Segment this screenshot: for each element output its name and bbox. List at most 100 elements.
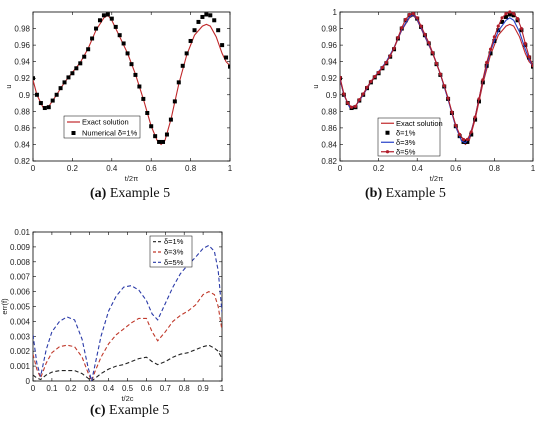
data-point-1	[184, 51, 189, 56]
x-tick-label: 0.1	[46, 384, 58, 393]
y-tick-label: 0.004	[10, 317, 31, 326]
data-point-3	[512, 12, 516, 16]
y-tick-label: 0.84	[14, 140, 30, 149]
x-tick-label: 1	[220, 384, 225, 393]
data-point-1	[78, 61, 83, 66]
data-point-3	[442, 84, 446, 88]
data-point-1	[196, 19, 201, 24]
y-tick-label: 0.9	[326, 91, 338, 100]
data-point-3	[523, 41, 527, 46]
data-point-1	[105, 12, 110, 17]
data-point-3	[469, 130, 473, 134]
legend: Exact solution Numerical δ=1%	[63, 115, 141, 139]
data-point-1	[86, 47, 91, 52]
y-tick-label: 0.88	[14, 107, 30, 116]
y-tick-label: 0.98	[321, 25, 337, 34]
data-point-1	[511, 13, 516, 18]
data-point-1	[469, 132, 474, 137]
data-point-1	[129, 62, 134, 67]
data-point-3	[388, 54, 392, 58]
caption-a-label: (a)	[90, 186, 107, 201]
y-tick-label: 0.008	[10, 258, 31, 267]
data-point-1	[121, 41, 126, 46]
data-point-3	[434, 61, 439, 65]
data-point-3	[473, 115, 477, 119]
legend-entry: δ=3%	[396, 138, 416, 147]
data-point-3	[465, 137, 469, 142]
data-point-1	[204, 12, 209, 17]
data-point-1	[168, 117, 173, 122]
data-point-1	[58, 86, 63, 91]
y-tick-label: 0.94	[321, 58, 337, 67]
y-tick-label: 0.002	[10, 347, 31, 356]
data-point-1	[97, 18, 102, 23]
data-point-1	[66, 75, 71, 80]
data-point-1	[70, 71, 75, 76]
data-point-1	[117, 33, 122, 38]
series-line-0	[33, 344, 222, 381]
data-point-1	[94, 26, 99, 31]
data-point-1	[503, 14, 508, 19]
data-point-3	[431, 50, 435, 55]
x-tick-label: 0.6	[450, 164, 462, 173]
y-tick-label: 0.96	[321, 41, 337, 50]
data-point-1	[38, 101, 43, 106]
data-point-1	[113, 24, 118, 29]
data-point-3	[377, 70, 381, 75]
x-tick-label: 0.8	[185, 164, 197, 173]
data-point-3	[500, 16, 504, 20]
data-point-1	[34, 92, 39, 97]
data-point-3	[411, 12, 415, 16]
x-axis-label: t/2c	[121, 394, 133, 403]
data-point-3	[527, 55, 531, 59]
data-point-3	[508, 10, 512, 14]
data-point-1	[220, 43, 225, 48]
y-axis-label: err(f)	[0, 298, 9, 315]
data-point-3	[365, 85, 369, 89]
legend-entry: δ=5%	[396, 147, 416, 156]
data-point-1	[216, 28, 221, 33]
plot-area	[33, 12, 230, 146]
plot-frame	[339, 11, 534, 162]
x-tick-label: 0.6	[146, 164, 158, 173]
y-tick-label: 0.001	[10, 362, 31, 371]
y-tick-label: 0.003	[10, 332, 31, 341]
data-point-1	[473, 117, 478, 122]
data-point-3	[380, 65, 385, 70]
data-point-3	[373, 74, 377, 79]
caption-c-label: (c)	[90, 403, 106, 418]
caption-b: (b) Example 5	[365, 186, 446, 202]
plot-area	[340, 10, 533, 146]
data-point-1	[62, 80, 67, 85]
data-point-3	[415, 16, 419, 20]
data-point-1	[188, 38, 193, 43]
y-tick-label: 0.84	[321, 140, 337, 149]
data-point-1	[133, 72, 138, 77]
x-tick-label: 0.2	[65, 384, 77, 393]
data-point-3	[357, 98, 361, 102]
data-point-3	[446, 96, 450, 100]
data-point-3	[340, 75, 342, 79]
x-tick-label: 0.5	[122, 384, 134, 393]
x-tick-label: 0.8	[179, 384, 191, 393]
data-point-1	[180, 63, 185, 68]
data-point-1	[224, 55, 229, 60]
data-point-3	[342, 92, 346, 96]
legend-box	[149, 235, 193, 268]
data-point-3	[353, 104, 358, 108]
data-point-3	[346, 101, 350, 105]
series-line-2	[33, 244, 222, 381]
y-tick-label: 0.94	[14, 58, 30, 67]
caption-c: (c) Example 5	[90, 403, 169, 419]
data-point-1	[208, 13, 213, 18]
caption-a-text: Example 5	[109, 186, 171, 201]
legend-marker	[385, 130, 390, 135]
x-tick-label: 0	[31, 384, 36, 393]
data-point-1	[176, 80, 181, 85]
plot-area	[33, 244, 222, 381]
x-tick-label: 0.2	[67, 164, 79, 173]
y-tick-label: 0.9	[19, 91, 31, 100]
legend-entry: δ=3%	[164, 248, 184, 257]
x-tick-label: 0.4	[412, 164, 424, 173]
